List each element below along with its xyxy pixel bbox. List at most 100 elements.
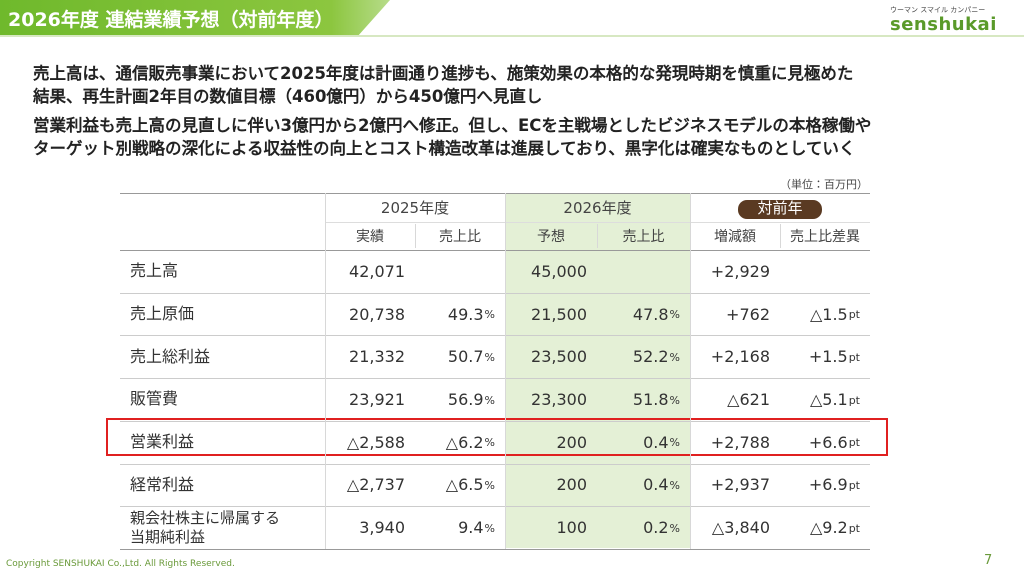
table-cell: +6.9 pt	[780, 464, 870, 507]
cell-unit: %	[484, 308, 495, 322]
cell-value: +6.6	[808, 432, 848, 452]
copyright: Copyright SENSHUKAI Co.,Ltd. All Rights …	[6, 559, 235, 569]
row-rule	[120, 378, 870, 380]
table-cell: 0.2%	[597, 506, 690, 549]
cell-unit: %	[484, 479, 495, 493]
column-header: 増減額	[714, 229, 756, 245]
table-rule	[325, 222, 870, 223]
row-label: 営業利益	[130, 421, 325, 464]
cell-value: 0.4	[643, 432, 669, 452]
row-label-line: 売上高	[130, 261, 179, 281]
table-cell: +2,168	[710, 347, 770, 367]
cell-unit: pt	[848, 521, 860, 535]
cell-value: 0.4	[643, 475, 669, 495]
table-cell: 56.9%	[415, 378, 505, 421]
row-label: 売上総利益	[130, 335, 325, 378]
cell-value: 56.9	[447, 389, 484, 409]
column-header: 売上比	[622, 229, 665, 245]
title-rule	[0, 35, 1024, 37]
table-cell: △3,840	[711, 518, 770, 538]
table-cell: 0.4%	[597, 421, 690, 464]
cell-value: △1.5	[809, 304, 848, 324]
group-header: 2025年度	[380, 199, 450, 217]
table-cell: 23,300	[531, 389, 587, 409]
row-highlight-box	[106, 418, 888, 456]
cell-unit: %	[669, 393, 680, 407]
table-cell: 49.3%	[415, 293, 505, 336]
group-badge	[738, 200, 822, 219]
table-cell: △6.2%	[415, 421, 505, 464]
table-cell: 23,921	[349, 389, 405, 409]
column-header: 予想	[537, 229, 565, 245]
cell-unit: %	[484, 393, 495, 407]
row-rule	[120, 420, 870, 422]
cell-unit: pt	[848, 351, 860, 365]
table-cell: +762	[726, 304, 770, 324]
table-cell: 52.2%	[597, 335, 690, 378]
column-header: 売上比差異	[790, 229, 860, 245]
row-label: 経常利益	[130, 464, 325, 507]
cell-unit: %	[484, 351, 495, 365]
table-cell: +1.5 pt	[780, 335, 870, 378]
group-divider	[325, 193, 326, 549]
row-label: 販管費	[130, 378, 325, 421]
summary-line: 売上高は、通信販売事業において2025年度は計画通り進捗も、施策効果の本格的な発…	[33, 64, 854, 83]
row-rule	[120, 292, 870, 294]
row-label: 売上高	[130, 250, 325, 293]
table-cell: 100	[556, 518, 587, 538]
forecast-highlight	[505, 193, 690, 548]
column-divider	[597, 224, 598, 248]
row-label-line: 経常利益	[130, 474, 195, 494]
table-cell: △9.2 pt	[780, 506, 870, 549]
cell-unit: %	[669, 351, 680, 365]
table-cell: 47.8%	[597, 293, 690, 336]
cell-unit: %	[484, 436, 495, 450]
table-cell: 21,332	[349, 347, 405, 367]
group-header: 2026年度	[563, 199, 632, 217]
row-label-line: 親会社株主に帰属する	[130, 508, 281, 527]
cell-value: △9.2	[809, 518, 848, 538]
cell-unit: pt	[848, 393, 860, 407]
summary-line: 営業利益も売上高の見直しに伴い3億円から2億円へ修正。但し、ECを主戦場としたビ…	[33, 116, 872, 135]
row-label: 親会社株主に帰属する 当期純利益	[130, 506, 325, 549]
column-divider	[415, 224, 416, 248]
group-divider	[690, 193, 691, 549]
table-cell: △6.5%	[415, 464, 505, 507]
row-rule	[120, 250, 870, 251]
cell-unit: pt	[848, 308, 860, 322]
cell-value: △6.2	[445, 432, 484, 452]
cell-value: +1.5	[808, 347, 848, 367]
table-cell: 45,000	[531, 261, 587, 281]
summary-line: 結果、再生計画2年目の数値目標（460億円）から450億円へ見直し	[33, 87, 543, 106]
table-cell: △2,737	[346, 475, 405, 495]
logo: senshukai	[890, 14, 997, 35]
cell-unit: %	[669, 521, 680, 535]
group-header: 対前年	[757, 199, 803, 217]
table-cell: 23,500	[531, 347, 587, 367]
table-cell: △2,588	[346, 432, 405, 452]
table-cell: 50.7%	[415, 335, 505, 378]
table-rule	[120, 548, 870, 550]
table-cell: +2,937	[710, 475, 770, 495]
group-divider	[505, 193, 506, 549]
cell-value: 49.3	[447, 304, 484, 324]
row-label-line: 営業利益	[130, 432, 195, 452]
summary-line: ターゲット別戦略の深化による収益性の向上とコスト構造改革は進展しており、黒字化は…	[33, 139, 856, 158]
cell-unit: %	[669, 436, 680, 450]
row-rule	[120, 463, 870, 465]
table-cell: +6.6 pt	[780, 421, 870, 464]
cell-value: 51.8	[632, 389, 669, 409]
title: 2026年度 連結業績予想（対前年度）	[8, 9, 334, 31]
table-rule	[120, 193, 870, 194]
table-cell: △1.5 pt	[780, 293, 870, 336]
cell-value: 9.4	[458, 518, 484, 538]
table-cell: △621	[727, 389, 770, 409]
cell-unit: %	[669, 479, 680, 493]
table-cell: 9.4%	[415, 506, 505, 549]
cell-unit: pt	[848, 479, 860, 493]
cell-value: +6.9	[808, 475, 848, 495]
cell-unit: %	[669, 308, 680, 322]
cell-value: 50.7	[447, 347, 484, 367]
cell-value: △6.5	[445, 475, 484, 495]
table-cell: △5.1 pt	[780, 378, 870, 421]
